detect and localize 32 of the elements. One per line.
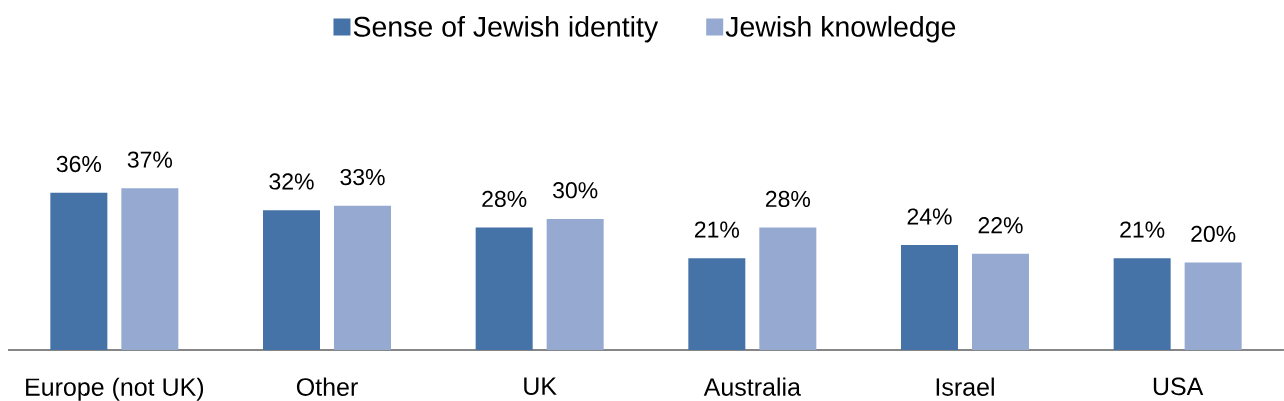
data-label: 28% xyxy=(482,190,527,208)
data-label: 20% xyxy=(1191,225,1236,243)
data-label: 37% xyxy=(127,151,173,168)
data-label: 30% xyxy=(553,182,598,199)
data-label: 32% xyxy=(269,173,314,190)
x-tick-label: Europe (not UK) xyxy=(26,377,204,401)
x-tick-label: Other xyxy=(296,377,358,396)
data-label: 28% xyxy=(765,190,811,208)
bar xyxy=(688,258,746,350)
x-tick-label: Australia xyxy=(703,377,801,396)
data-label: 21% xyxy=(1120,221,1165,238)
bar xyxy=(475,227,533,350)
bar xyxy=(900,245,958,350)
bar xyxy=(1113,258,1171,350)
legend-label: Jewish knowledge xyxy=(725,15,956,43)
data-label: 22% xyxy=(978,217,1023,234)
bar xyxy=(50,192,108,350)
bar xyxy=(334,205,392,350)
bar xyxy=(121,188,179,350)
bar xyxy=(1184,262,1242,350)
legend-label: Sense of Jewish identity xyxy=(353,15,659,43)
bar xyxy=(263,210,321,350)
bar xyxy=(546,218,604,350)
data-label: 33% xyxy=(340,168,385,186)
data-label: 21% xyxy=(694,221,740,238)
x-tick-label: USA xyxy=(1153,377,1204,396)
bar xyxy=(759,227,817,350)
x-tick-label: UK xyxy=(524,377,557,395)
bar xyxy=(971,253,1029,350)
x-tick-label: Israel xyxy=(936,377,994,396)
data-label: 24% xyxy=(907,208,952,225)
data-label: 36% xyxy=(56,155,102,173)
